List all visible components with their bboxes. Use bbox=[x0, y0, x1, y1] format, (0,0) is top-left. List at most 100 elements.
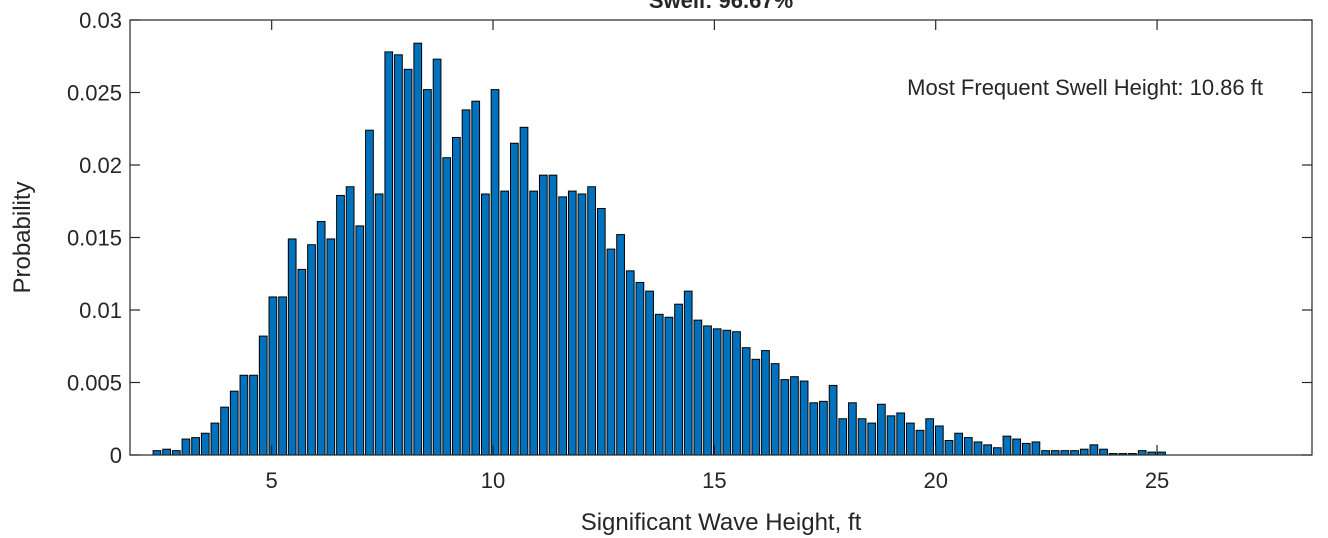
histogram-bar bbox=[1060, 450, 1070, 456]
histogram-bar bbox=[558, 196, 568, 456]
x-tick-label: 20 bbox=[923, 468, 947, 493]
histogram-bar bbox=[384, 51, 394, 456]
y-tick-label: 0.005 bbox=[67, 371, 122, 396]
histogram-bar bbox=[857, 418, 867, 456]
histogram-bar bbox=[519, 126, 529, 456]
histogram-bar bbox=[587, 186, 596, 456]
histogram-bar bbox=[297, 268, 307, 456]
histogram-bar bbox=[171, 450, 181, 456]
histogram-bar bbox=[770, 363, 780, 456]
histogram-bar bbox=[1050, 450, 1060, 456]
histogram-bar bbox=[915, 429, 925, 456]
histogram-bar bbox=[326, 238, 336, 456]
histogram-bar bbox=[712, 328, 722, 456]
histogram-bar bbox=[606, 248, 616, 456]
histogram-bar bbox=[886, 415, 896, 456]
histogram-bar bbox=[374, 193, 384, 456]
histogram-bar bbox=[355, 225, 365, 456]
histogram-bar bbox=[577, 193, 587, 456]
histogram-bar bbox=[1002, 435, 1012, 456]
histogram-bar bbox=[1031, 441, 1041, 456]
histogram-bar bbox=[442, 157, 452, 456]
histogram-bar bbox=[1099, 448, 1108, 456]
histogram-bar bbox=[741, 347, 751, 456]
histogram-bar bbox=[500, 190, 510, 456]
histogram-bar bbox=[481, 193, 490, 456]
histogram-bar bbox=[983, 444, 992, 456]
histogram-bar bbox=[963, 437, 973, 456]
histogram-bar bbox=[722, 329, 732, 456]
histogram-bar bbox=[992, 447, 1002, 456]
histogram-bar bbox=[925, 418, 935, 456]
x-tick-label: 10 bbox=[481, 468, 505, 493]
histogram-bar bbox=[790, 376, 799, 456]
histogram-bar bbox=[973, 441, 983, 456]
histogram-bar bbox=[819, 400, 828, 456]
histogram-bar bbox=[664, 316, 674, 456]
histogram-bar bbox=[316, 221, 326, 456]
histogram-bar bbox=[877, 403, 886, 456]
histogram-bar bbox=[954, 432, 964, 456]
histogram-bar bbox=[732, 331, 741, 456]
histogram-bar bbox=[799, 380, 809, 456]
histogram-bar bbox=[278, 296, 287, 456]
histogram-bar bbox=[1089, 444, 1099, 456]
histogram-bar bbox=[1070, 450, 1079, 456]
histogram-bar bbox=[268, 296, 278, 456]
histogram-bar bbox=[848, 402, 857, 456]
histogram-bar bbox=[645, 290, 654, 456]
y-tick-label: 0.01 bbox=[79, 298, 122, 323]
histogram-bar bbox=[780, 379, 790, 456]
histogram-bar bbox=[403, 68, 413, 456]
histogram-bar bbox=[200, 432, 210, 456]
y-tick-label: 0 bbox=[110, 443, 122, 468]
histogram-bar bbox=[828, 384, 838, 456]
histogram-bar bbox=[307, 244, 316, 456]
histogram-bar bbox=[635, 281, 645, 456]
histogram-bar bbox=[616, 234, 625, 456]
histogram-bar bbox=[905, 422, 915, 456]
histogram-bar bbox=[809, 402, 819, 456]
histogram-bar bbox=[191, 437, 200, 456]
y-tick-label: 0.03 bbox=[79, 8, 122, 33]
histogram-bar bbox=[423, 89, 432, 456]
histogram-bar bbox=[345, 186, 355, 456]
histogram-bar bbox=[461, 109, 471, 456]
histogram-bar bbox=[471, 100, 481, 456]
histogram-bar bbox=[674, 303, 683, 456]
histogram-bar bbox=[365, 129, 374, 456]
histogram-bar bbox=[490, 89, 500, 456]
histogram-bar bbox=[654, 313, 664, 456]
histogram-bar bbox=[162, 448, 171, 456]
histogram-bar bbox=[210, 422, 220, 456]
histogram-bar bbox=[567, 190, 577, 456]
histogram-bar bbox=[761, 350, 770, 456]
histogram-bar bbox=[548, 174, 558, 456]
histogram-bar bbox=[896, 412, 906, 456]
y-tick-label: 0.025 bbox=[67, 81, 122, 106]
histogram-bar bbox=[596, 208, 606, 456]
tick-labels: 5 10 15 20 25 0 0.005 0.01 0.015 0.02 0.025 0.03 bbox=[67, 8, 1169, 493]
histogram-bar bbox=[1137, 450, 1147, 456]
chart-title: Swell: 96.67% bbox=[649, 0, 793, 13]
tick-marks bbox=[130, 19, 1312, 456]
x-tick-label: 15 bbox=[702, 468, 726, 493]
histogram-bar bbox=[625, 270, 635, 456]
mode-annotation: Most Frequent Swell Height: 10.86 ft bbox=[907, 75, 1263, 100]
histogram-bar bbox=[683, 290, 693, 456]
histogram-bar bbox=[452, 136, 461, 456]
histogram-bar bbox=[867, 422, 877, 456]
x-tick-label: 25 bbox=[1145, 468, 1169, 493]
histogram-bar bbox=[934, 425, 944, 456]
histogram-bar bbox=[509, 142, 519, 456]
bar-series bbox=[152, 42, 1166, 456]
histogram-bar bbox=[229, 390, 239, 456]
histogram-bar bbox=[249, 374, 258, 456]
histogram-bar bbox=[181, 438, 191, 456]
histogram-bar bbox=[838, 418, 848, 456]
y-tick-label: 0.015 bbox=[67, 226, 122, 251]
histogram-bar bbox=[258, 335, 268, 456]
histogram-bar bbox=[152, 450, 162, 456]
histogram-bar bbox=[529, 190, 539, 456]
